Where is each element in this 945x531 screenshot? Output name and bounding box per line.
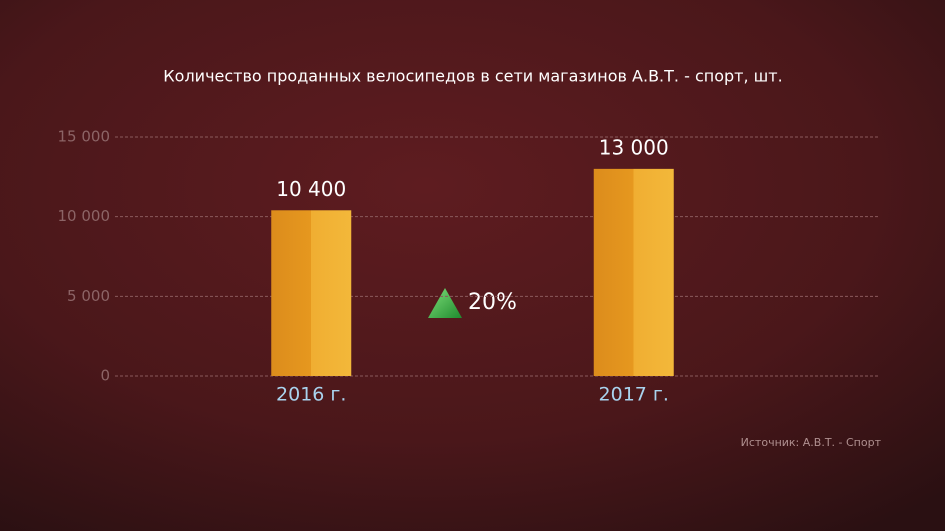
source: Источник: А.В.Т. - Спорт [741,436,882,449]
y-tick-label: 15 000 [58,128,111,146]
x-tick-label: 2016 г. [276,384,346,406]
chart-title: Количество проданных велосипедов в сети … [163,67,782,86]
bar [271,210,352,376]
value-label: 13 000 [599,135,669,159]
y-tick-label: 0 [100,367,110,385]
y-tick-label: 10 000 [58,207,111,225]
y-tick-label: 5 000 [67,287,110,305]
bar [593,168,674,376]
value-label: 10 400 [276,177,346,201]
x-tick-label: 2017 г. [599,384,669,406]
increase-icon [428,288,462,318]
annotation: 20% [468,290,517,315]
